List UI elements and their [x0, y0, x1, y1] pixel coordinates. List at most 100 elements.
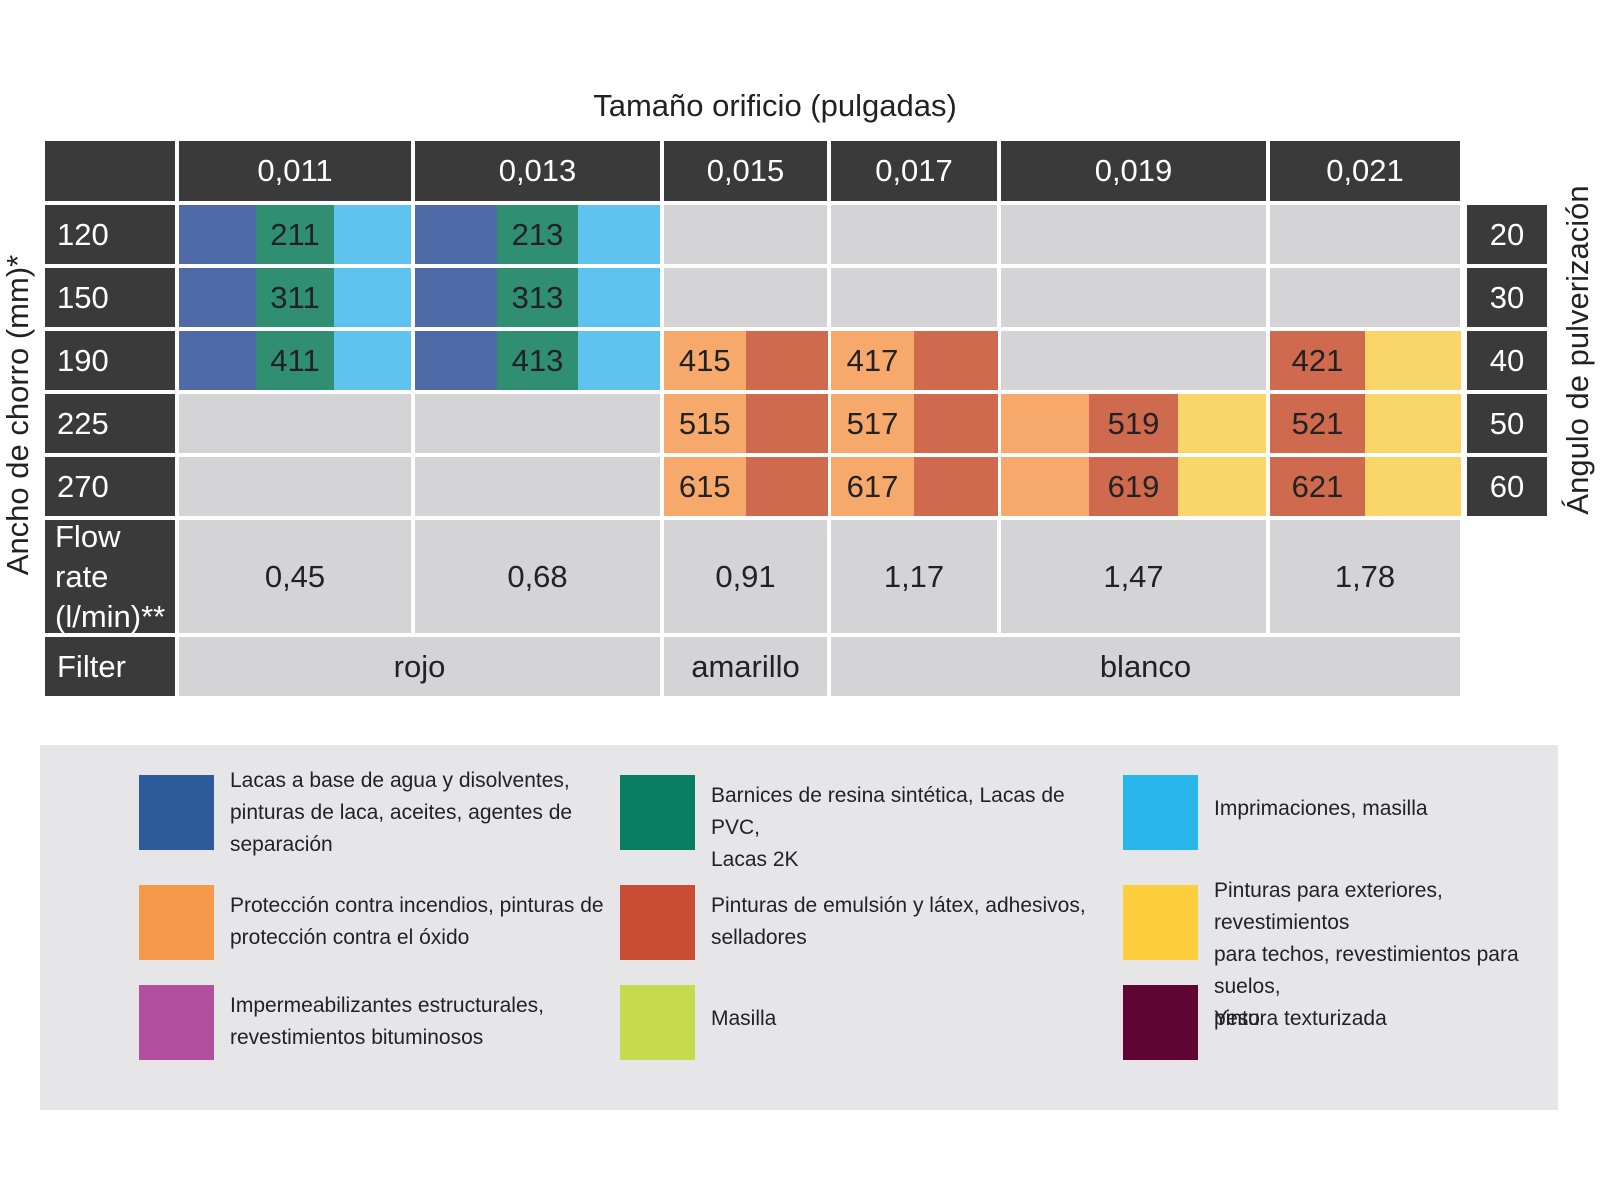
nozzle-cell: [1001, 331, 1266, 390]
nozzle-cell: 619: [1001, 457, 1267, 516]
legend-label: Impermeabilizantes estructurales, revesti…: [230, 990, 610, 1054]
nozzle-cell: 515: [664, 394, 828, 453]
legend-label: Masilla: [711, 1003, 1091, 1035]
nozzle-cell: [664, 268, 827, 327]
application-color-segment: [664, 457, 746, 516]
nozzle-code: 517: [846, 405, 899, 441]
nozzle-cell: [664, 205, 827, 264]
nozzle-cell: 311: [179, 268, 412, 327]
nozzle-cell: [1001, 205, 1266, 264]
nozzle-code: 619: [1107, 468, 1160, 504]
legend-swatch: [1123, 985, 1198, 1060]
legend-label: Imprimaciones, masilla: [1214, 793, 1549, 825]
legend-label-line: Imprimaciones, masilla: [1214, 797, 1428, 820]
nozzle-cell: [415, 394, 660, 453]
legend-label-line: Impermeabilizantes estructurales,: [230, 994, 544, 1017]
legend-label-line: Pinturas para exteriores, revestimientos: [1214, 879, 1443, 934]
flow-rate-label: Flow rate (l/min)**: [45, 519, 175, 634]
orifice-size-header: 0,013: [415, 141, 660, 201]
nozzle-cell: 313: [415, 268, 661, 327]
filter-label: Filter: [45, 637, 175, 696]
application-color-segment: [256, 268, 335, 327]
nozzle-cell: 411: [179, 331, 412, 390]
application-color-segment: [1365, 457, 1461, 516]
application-color-segment: [745, 331, 828, 390]
orifice-size-header: 0,011: [179, 141, 411, 201]
spray-width-label: 190: [45, 331, 175, 390]
nozzle-code: 213: [511, 216, 564, 252]
spray-angle-label: 60: [1467, 457, 1547, 516]
nozzle-cell: 413: [415, 331, 661, 390]
spray-width-label: 150: [45, 268, 175, 327]
application-color-segment: [1365, 394, 1461, 453]
legend-swatch: [1123, 775, 1198, 850]
application-color-segment: [496, 268, 579, 327]
legend-label-line: Lacas 2K: [711, 848, 799, 871]
nozzle-cell: [831, 205, 997, 264]
nozzle-cell: [179, 457, 411, 516]
spray-width-label: 225: [45, 394, 175, 453]
legend-label-line: protección contra el óxido: [230, 926, 470, 949]
application-color-segment: [1001, 394, 1090, 453]
application-color-segment: [1089, 457, 1179, 516]
legend-label-line: selladores: [711, 926, 807, 949]
nozzle-code: 417: [846, 342, 899, 378]
nozzle-cell: [831, 268, 997, 327]
nozzle-cell: [1270, 205, 1460, 264]
legend-swatch: [139, 775, 214, 850]
legend-label: Lacas a base de agua y disolventes, pintu…: [230, 765, 610, 861]
spray-width-label: 270: [45, 457, 175, 516]
nozzle-cell: [1001, 268, 1266, 327]
legend-swatch: [1123, 885, 1198, 960]
flow-rate-value: 0,45: [179, 520, 411, 633]
nozzle-code: 515: [678, 405, 731, 441]
application-color-segment: [179, 205, 257, 264]
nozzle-code: 519: [1107, 405, 1160, 441]
chart-title: Tamaño orificio (pulgadas): [593, 88, 957, 123]
legend-label-line: Yeso: [1214, 1007, 1260, 1030]
application-color-segment: [578, 205, 661, 264]
flow-rate-value: 0,68: [415, 520, 660, 633]
application-color-segment: [578, 331, 661, 390]
nozzle-code: 415: [678, 342, 731, 378]
nozzle-cell: 517: [831, 394, 998, 453]
legend-swatch: [139, 985, 214, 1060]
legend-label-line: Pinturas de emulsión y látex, adhesivos,: [711, 894, 1086, 917]
nozzle-code: 211: [270, 216, 320, 252]
filter-color: amarillo: [664, 637, 827, 696]
legend-swatch: [620, 885, 695, 960]
spray-angle-label: 50: [1467, 394, 1547, 453]
nozzle-code: 521: [1291, 405, 1344, 441]
application-color-segment: [256, 205, 335, 264]
legend-label-line: pintura texturizada: [1214, 1007, 1387, 1030]
application-color-segment: [1270, 457, 1366, 516]
flow-rate-value: 0,91: [664, 520, 827, 633]
nozzle-cell: 521: [1270, 394, 1461, 453]
legend-swatch: [139, 885, 214, 960]
nozzle-code: 313: [511, 279, 564, 315]
nozzle-code: 311: [270, 279, 320, 315]
nozzle-cell: 615: [664, 457, 828, 516]
legend-label: Yeso: [1214, 1003, 1549, 1035]
left-axis-label: Ancho de chorro (mm)*: [0, 254, 35, 576]
nozzle-code: 621: [1291, 468, 1344, 504]
spray-angle-label: 30: [1467, 268, 1547, 327]
application-color-segment: [914, 331, 998, 390]
application-color-segment: [914, 394, 998, 453]
spray-angle-label: 40: [1467, 331, 1547, 390]
legend-label: Pinturas de emulsión y látex, adhesivos,…: [711, 890, 1091, 954]
application-color-segment: [1270, 331, 1366, 390]
application-color-segment: [1365, 331, 1461, 390]
nozzle-cell: 519: [1001, 394, 1267, 453]
legend-label: Protección contra incendios, pinturas de…: [230, 890, 610, 954]
orifice-size-header: 0,015: [664, 141, 827, 201]
nozzle-cell: [179, 394, 411, 453]
legend-panel: Lacas a base de agua y disolventes, pintu…: [40, 745, 1558, 1110]
application-color-segment: [831, 457, 915, 516]
legend-label-line: Barnices de resina sintética, Lacas de P…: [711, 784, 1065, 839]
legend-swatch: [620, 775, 695, 850]
filter-color: rojo: [179, 637, 660, 696]
nozzle-cell: 211: [179, 205, 412, 264]
application-color-segment: [745, 457, 828, 516]
application-color-segment: [333, 331, 412, 390]
